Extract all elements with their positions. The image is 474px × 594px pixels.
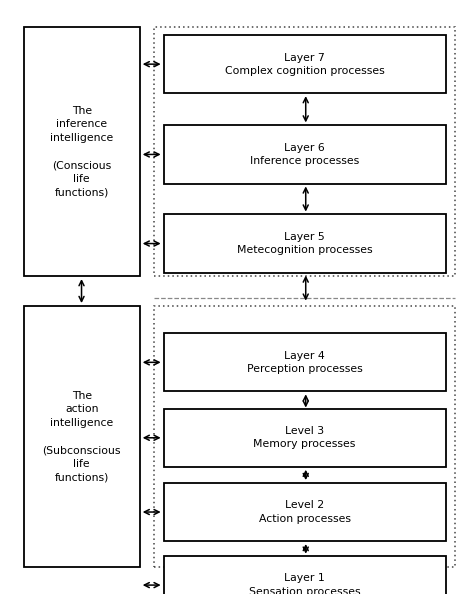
Bar — [164, 214, 446, 273]
Text: Level 3
Memory processes: Level 3 Memory processes — [254, 426, 356, 450]
Text: Layer 1
Sensation processes: Layer 1 Sensation processes — [249, 573, 360, 594]
Bar — [164, 409, 446, 467]
Text: Layer 4
Perception processes: Layer 4 Perception processes — [246, 350, 363, 374]
Text: The
inference
intelligence

(Conscious
life
functions): The inference intelligence (Conscious li… — [50, 106, 113, 197]
Text: Layer 5
Metecognition processes: Layer 5 Metecognition processes — [237, 232, 373, 255]
Bar — [164, 125, 446, 184]
Text: Level 2
Action processes: Level 2 Action processes — [258, 500, 351, 524]
Bar — [164, 556, 446, 594]
Text: Layer 6
Inference processes: Layer 6 Inference processes — [250, 143, 359, 166]
Bar — [24, 27, 140, 276]
Text: The
action
intelligence

(Subconscious
life
functions): The action intelligence (Subconscious li… — [43, 391, 121, 482]
Bar — [154, 306, 455, 567]
Bar — [164, 35, 446, 93]
Bar — [164, 483, 446, 541]
Bar — [154, 27, 455, 276]
Text: Layer 7
Complex cognition processes: Layer 7 Complex cognition processes — [225, 52, 384, 76]
Bar — [24, 306, 140, 567]
Bar — [164, 333, 446, 391]
